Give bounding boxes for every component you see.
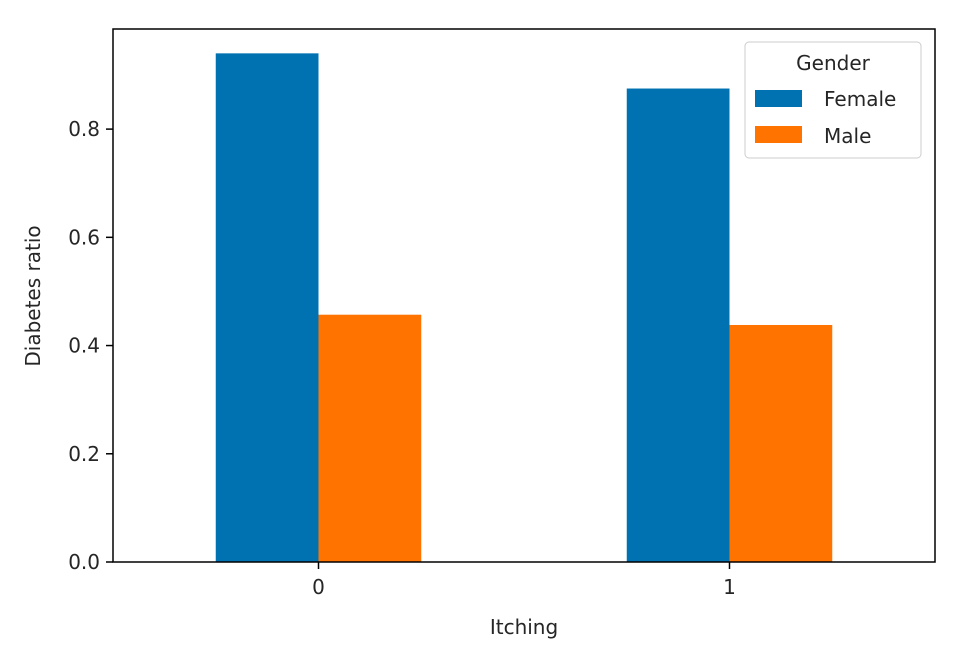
bars-group <box>215 53 833 563</box>
plot-frame <box>112 28 936 563</box>
y-tick-label: 0.8 <box>68 117 100 141</box>
bar-male-1 <box>729 324 833 562</box>
legend-title: Gender <box>796 51 870 75</box>
bar-female-0 <box>215 53 319 563</box>
legend: Gender Female Male <box>744 41 922 159</box>
bar-male-0 <box>318 314 422 562</box>
x-axis-label: Itching <box>490 615 558 639</box>
y-axis-label: Diabetes ratio <box>21 225 45 366</box>
y-tick-label: 0.0 <box>68 550 100 574</box>
y-tick-label: 0.4 <box>68 334 100 358</box>
bar-female-1 <box>626 88 730 563</box>
legend-swatch-male <box>755 126 802 143</box>
y-axis: 0.0 0.2 0.4 0.6 0.8 <box>68 117 113 574</box>
x-tick-label: 1 <box>723 575 736 599</box>
legend-swatch-female <box>755 90 802 107</box>
legend-label-female: Female <box>824 87 896 111</box>
y-tick-label: 0.6 <box>68 225 100 249</box>
x-tick-label: 0 <box>312 575 325 599</box>
legend-label-male: Male <box>824 124 871 148</box>
y-tick-label: 0.2 <box>68 442 100 466</box>
